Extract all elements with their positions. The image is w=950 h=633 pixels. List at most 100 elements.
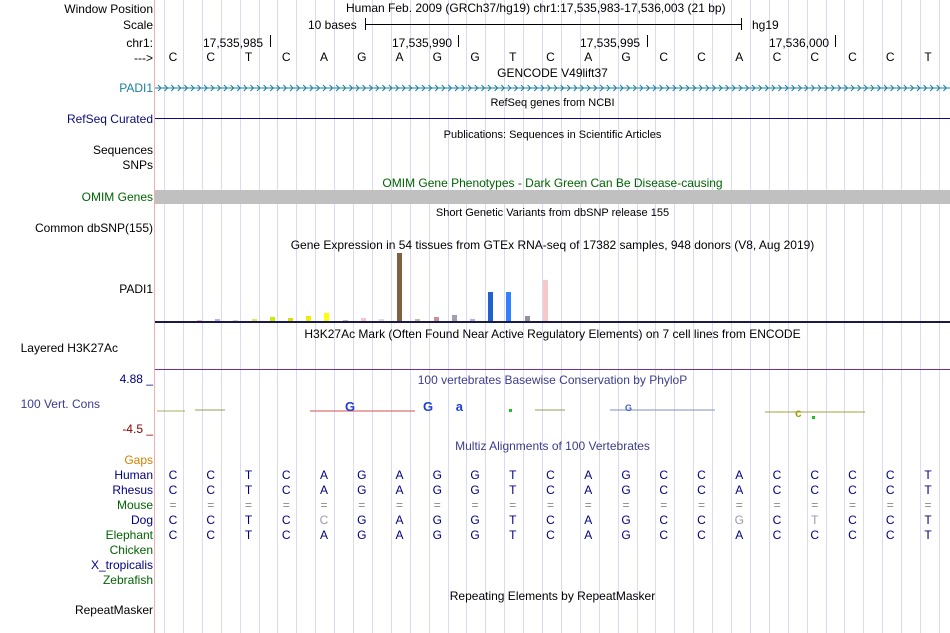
gtex-tissue-bar[interactable] — [342, 320, 348, 321]
track-label-snps[interactable]: SNPs — [122, 158, 153, 172]
track-label-padi1-gtex[interactable]: PADI1 — [119, 282, 153, 296]
padi1-gene-model[interactable] — [155, 82, 950, 94]
grid-line — [523, 0, 525, 633]
strand-chevron — [712, 84, 717, 92]
gtex-tissue-bar[interactable] — [215, 319, 221, 321]
gtex-tissue-bar[interactable] — [506, 292, 512, 321]
alignment-base: A — [735, 483, 744, 497]
browser-track-image[interactable] — [155, 0, 950, 633]
grid-line — [920, 0, 921, 633]
alignment-base: C — [659, 513, 669, 527]
reference-base: G — [470, 50, 480, 64]
strand-chevron — [817, 84, 822, 92]
strand-chevron — [632, 84, 637, 92]
refseq-gene-line[interactable] — [155, 118, 950, 119]
dbsnp-track-title: Short Genetic Variants from dbSNP releas… — [435, 207, 670, 219]
reference-base: C — [659, 50, 669, 64]
grid-line — [296, 0, 298, 633]
strand-chevron — [263, 84, 268, 92]
strand-chevron — [322, 84, 327, 92]
strand-chevron — [362, 84, 367, 92]
alignment-base: C — [546, 483, 555, 497]
scale-text: 10 bases — [308, 18, 357, 32]
gtex-tissue-bar[interactable] — [269, 317, 275, 321]
strand-chevron — [837, 84, 842, 92]
grid-line — [749, 0, 751, 633]
gtex-tissue-bar[interactable] — [415, 319, 421, 321]
strand-chevron — [428, 84, 433, 92]
reference-base: C — [546, 50, 555, 64]
grid-line — [636, 0, 638, 633]
strand-chevron — [566, 84, 571, 92]
strand-chevron — [857, 84, 862, 92]
strand-chevron — [342, 84, 347, 92]
gtex-tissue-bar[interactable] — [197, 320, 202, 321]
gtex-tissue-bar[interactable] — [324, 313, 330, 321]
omim-gene-bar[interactable] — [155, 190, 950, 204]
grid-line — [655, 0, 657, 633]
strand-chevron — [646, 84, 651, 92]
track-label-omim[interactable]: OMIM Genes — [81, 190, 153, 204]
gtex-tissue-bar[interactable] — [233, 320, 239, 321]
alignment-base: T — [244, 483, 253, 497]
strand-chevron — [368, 84, 373, 92]
gtex-tissue-bar[interactable] — [542, 280, 548, 321]
alignment-base: G — [357, 528, 367, 542]
strand-chevron — [230, 84, 235, 92]
track-label-100-vert-cons[interactable]: 100 Vert. Cons — [20, 397, 100, 411]
track-label-refseq[interactable]: RefSeq Curated — [66, 112, 153, 126]
strand-chevron — [877, 84, 882, 92]
alignment-base: = — [471, 498, 479, 512]
gtex-chart[interactable] — [155, 253, 950, 321]
alignment-base: A — [395, 483, 404, 497]
gtex-tissue-bar[interactable] — [470, 319, 475, 321]
strand-chevron — [580, 84, 585, 92]
track-label-repeatmasker[interactable]: RepeatMasker — [74, 603, 153, 617]
alignment-base: G — [621, 513, 631, 527]
h3k27ac-track-title: H3K27Ac Mark (Often Found Near Active Re… — [304, 327, 801, 341]
alignment-base: C — [848, 513, 857, 527]
gtex-tissue-bar[interactable] — [433, 317, 439, 321]
grid-line — [938, 0, 940, 633]
strand-chevron — [461, 84, 466, 92]
gtex-tissue-bar[interactable] — [360, 318, 366, 321]
track-label-sequences[interactable]: Sequences — [92, 143, 153, 157]
reference-base: C — [848, 50, 857, 64]
strand-label: ---> — [134, 51, 153, 65]
gtex-tissue-bar[interactable] — [288, 318, 293, 321]
track-label-h3k27ac[interactable]: Layered H3K27Ac — [20, 341, 118, 355]
grid-line — [731, 0, 732, 633]
alignment-base: G — [734, 513, 744, 527]
track-label-padi1-gencode[interactable]: PADI1 — [119, 81, 153, 95]
strand-chevron — [685, 84, 690, 92]
species-label-zebrafish: Zebrafish — [102, 573, 153, 587]
gtex-tissue-bar[interactable] — [397, 253, 403, 321]
gtex-track-title: Gene Expression in 54 tissues from GTEx … — [290, 238, 815, 252]
alignment-base: C — [281, 483, 291, 497]
scale-label: Scale — [122, 18, 153, 32]
strand-chevron — [448, 84, 453, 92]
gtex-tissue-bar[interactable] — [379, 319, 384, 321]
strand-chevron — [778, 84, 783, 92]
gtex-tissue-bar[interactable] — [251, 319, 257, 321]
species-label-chicken: Chicken — [109, 543, 153, 557]
gtex-tissue-bar[interactable] — [306, 316, 312, 321]
reference-base: C — [697, 50, 706, 64]
gtex-tissue-bar[interactable] — [524, 316, 530, 321]
reference-base: T — [509, 50, 517, 64]
strand-chevron — [421, 84, 426, 92]
alignment-base: C — [281, 468, 291, 482]
gtex-tissue-bar[interactable] — [488, 292, 494, 321]
alignment-base: = — [848, 498, 856, 512]
gtex-tissue-bar[interactable] — [451, 315, 457, 321]
strand-chevron — [804, 84, 809, 92]
phylop-conservation-plot[interactable]: G Ga G c — [155, 398, 950, 424]
grid-line — [674, 0, 676, 633]
strand-chevron — [764, 84, 769, 92]
track-label-dbsnp[interactable]: Common dbSNP(155) — [34, 221, 153, 235]
grid-line — [315, 0, 317, 633]
alignment-base: = — [169, 498, 177, 512]
strand-chevron — [250, 84, 255, 92]
strand-chevron — [540, 84, 545, 92]
strand-chevron — [784, 84, 789, 92]
